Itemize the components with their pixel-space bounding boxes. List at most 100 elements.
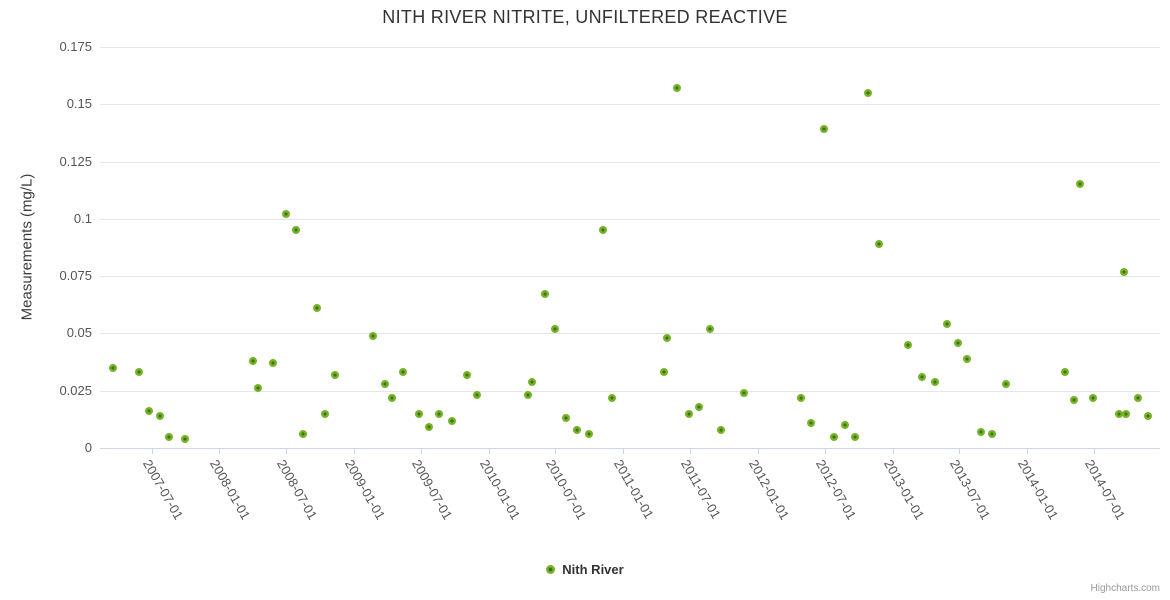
y-axis-label: 0.15 (66, 96, 92, 111)
data-point[interactable] (424, 423, 433, 432)
data-point[interactable] (942, 320, 951, 329)
data-point[interactable] (917, 372, 926, 381)
x-tick (758, 448, 759, 454)
data-point[interactable] (399, 368, 408, 377)
data-point[interactable] (716, 425, 725, 434)
legend-item-nith-river[interactable]: Nith River (0, 562, 1170, 577)
data-point[interactable] (135, 368, 144, 377)
data-point[interactable] (608, 393, 617, 402)
data-point[interactable] (1143, 411, 1152, 420)
data-point[interactable] (181, 434, 190, 443)
data-point[interactable] (819, 125, 828, 134)
legend-marker-icon (546, 565, 556, 574)
data-point[interactable] (331, 370, 340, 379)
data-point[interactable] (473, 391, 482, 400)
data-point[interactable] (269, 359, 278, 368)
y-grid-line (100, 104, 1160, 105)
x-tick (555, 448, 556, 454)
data-point[interactable] (685, 409, 694, 418)
data-point[interactable] (797, 393, 806, 402)
x-tick (959, 448, 960, 454)
data-point[interactable] (462, 370, 471, 379)
data-point[interactable] (292, 226, 301, 235)
data-point[interactable] (1133, 393, 1142, 402)
data-point[interactable] (313, 304, 322, 313)
x-tick (286, 448, 287, 454)
x-tick (421, 448, 422, 454)
data-point[interactable] (863, 88, 872, 97)
data-point[interactable] (1075, 180, 1084, 189)
data-point[interactable] (840, 421, 849, 430)
data-point[interactable] (165, 432, 174, 441)
x-tick (893, 448, 894, 454)
data-point[interactable] (1122, 409, 1131, 418)
data-point[interactable] (299, 430, 308, 439)
data-point[interactable] (155, 411, 164, 420)
data-point[interactable] (1060, 368, 1069, 377)
data-point[interactable] (248, 356, 257, 365)
data-point[interactable] (145, 407, 154, 416)
y-axis-label: 0.125 (59, 154, 92, 169)
data-point[interactable] (807, 418, 816, 427)
data-point[interactable] (673, 84, 682, 93)
data-point[interactable] (281, 210, 290, 219)
x-axis-label: 2007-07-01 (140, 457, 187, 523)
data-point[interactable] (1069, 395, 1078, 404)
data-point[interactable] (705, 324, 714, 333)
data-point[interactable] (573, 425, 582, 434)
x-tick (152, 448, 153, 454)
y-grid-line (100, 47, 1160, 48)
data-point[interactable] (253, 384, 262, 393)
y-grid-line (100, 391, 1160, 392)
data-point[interactable] (585, 430, 594, 439)
x-tick (1094, 448, 1095, 454)
x-axis-label: 2012-07-01 (813, 457, 860, 523)
data-point[interactable] (109, 363, 118, 372)
x-tick (690, 448, 691, 454)
x-tick (354, 448, 355, 454)
data-point[interactable] (550, 324, 559, 333)
data-point[interactable] (695, 402, 704, 411)
x-axis-label: 2009-01-01 (342, 457, 389, 523)
data-point[interactable] (1002, 379, 1011, 388)
x-axis-label: 2014-07-01 (1082, 457, 1129, 523)
x-axis-label: 2010-07-01 (543, 457, 590, 523)
data-point[interactable] (1119, 267, 1128, 276)
data-point[interactable] (562, 414, 571, 423)
y-grid-line (100, 276, 1160, 277)
data-point[interactable] (369, 331, 377, 340)
x-axis-label: 2013-01-01 (881, 457, 928, 523)
credits-link[interactable]: Highcharts.com (1090, 583, 1160, 594)
data-point[interactable] (1088, 393, 1097, 402)
data-point[interactable] (660, 368, 669, 377)
y-axis-label: 0.075 (59, 268, 92, 283)
data-point[interactable] (663, 334, 672, 342)
data-point[interactable] (850, 432, 859, 441)
x-axis-label: 2011-07-01 (678, 457, 724, 522)
data-point[interactable] (829, 432, 838, 441)
data-point[interactable] (874, 240, 883, 249)
data-point[interactable] (415, 409, 424, 418)
data-point[interactable] (930, 377, 939, 386)
x-axis-line (100, 448, 1160, 449)
data-point[interactable] (435, 409, 444, 418)
data-point[interactable] (541, 290, 550, 299)
x-axis-label: 2008-07-01 (274, 457, 321, 523)
data-point[interactable] (954, 338, 963, 347)
y-grid-line (100, 219, 1160, 220)
data-point[interactable] (321, 409, 330, 418)
data-point[interactable] (740, 389, 749, 397)
data-point[interactable] (962, 354, 971, 363)
data-point[interactable] (903, 340, 912, 349)
data-point[interactable] (387, 393, 396, 402)
data-point[interactable] (1114, 409, 1123, 418)
data-point[interactable] (976, 427, 985, 436)
data-point[interactable] (447, 416, 456, 425)
data-point[interactable] (381, 379, 390, 388)
data-point[interactable] (598, 226, 607, 235)
data-point[interactable] (528, 377, 537, 386)
data-point[interactable] (524, 391, 533, 400)
x-axis-label: 2013-07-01 (947, 457, 994, 523)
data-point[interactable] (988, 430, 997, 439)
